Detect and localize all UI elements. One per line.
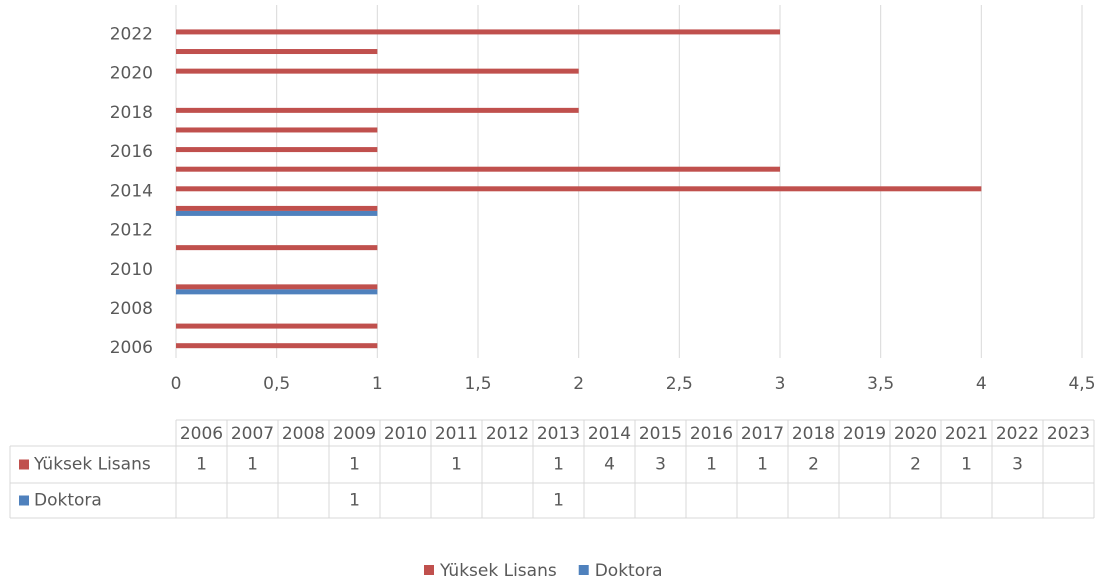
x-tick-label: 3,5	[867, 374, 894, 394]
x-tick-label: 1	[372, 374, 383, 394]
bar	[176, 205, 378, 211]
table-cell: 1	[553, 491, 564, 511]
bar	[176, 107, 579, 113]
table-row-label: Doktora	[34, 491, 102, 511]
x-tick-label: 0	[171, 374, 182, 394]
table-cell: 1	[706, 455, 717, 475]
table-cell: 1	[196, 455, 207, 475]
table-header: 2023	[1047, 424, 1090, 444]
bar	[176, 289, 378, 295]
bar	[176, 29, 780, 35]
bar	[176, 127, 378, 133]
bar	[176, 68, 579, 74]
table-cell: 1	[961, 455, 972, 475]
bar	[176, 49, 378, 55]
table-cell: 1	[553, 455, 564, 475]
table-cell: 1	[757, 455, 768, 475]
table-header: 2011	[435, 424, 478, 444]
bar	[176, 343, 378, 349]
bar	[176, 284, 378, 290]
table-cell: 1	[451, 455, 462, 475]
y-tick-label: 2020	[110, 64, 153, 84]
table-cell: 1	[349, 455, 360, 475]
legend-label: Doktora	[595, 561, 663, 581]
table-header: 2020	[894, 424, 937, 444]
table-header: 2006	[180, 424, 223, 444]
y-tick-label: 2012	[110, 221, 153, 241]
bar	[176, 323, 378, 329]
bar	[176, 186, 982, 192]
y-tick-label: 2022	[110, 24, 153, 44]
table-header: 2015	[639, 424, 682, 444]
table-cell: 2	[808, 455, 819, 475]
table-cell: 3	[1012, 455, 1023, 475]
table-header: 2018	[792, 424, 835, 444]
x-tick-label: 0,5	[263, 374, 290, 394]
table-header: 2012	[486, 424, 529, 444]
y-tick-label: 2010	[110, 260, 153, 280]
y-tick-label: 2018	[110, 103, 153, 123]
bar	[176, 166, 780, 172]
bar	[176, 147, 378, 153]
y-tick-label: 2008	[110, 299, 153, 319]
table-cell: 1	[247, 455, 258, 475]
legend-label: Yüksek Lisans	[439, 561, 557, 581]
x-tick-label: 3	[775, 374, 786, 394]
legend-key	[578, 565, 589, 575]
table-header: 2008	[282, 424, 325, 444]
x-tick-label: 4,5	[1068, 374, 1095, 394]
bar	[176, 210, 378, 216]
y-tick-label: 2014	[110, 181, 153, 201]
x-tick-label: 2,5	[666, 374, 693, 394]
table-cell: 1	[349, 491, 360, 511]
table-cell: 4	[604, 455, 615, 475]
table-header: 2010	[384, 424, 427, 444]
table-header: 2022	[996, 424, 1039, 444]
table-header: 2007	[231, 424, 274, 444]
table-row-label: Yüksek Lisans	[33, 455, 151, 475]
table-header: 2016	[690, 424, 733, 444]
table-header: 2009	[333, 424, 376, 444]
y-tick-label: 2006	[110, 338, 153, 358]
x-tick-label: 1,5	[464, 374, 491, 394]
table-cell: 3	[655, 455, 666, 475]
table-header: 2017	[741, 424, 784, 444]
bar	[176, 245, 378, 251]
table-header: 2019	[843, 424, 886, 444]
table-header: 2013	[537, 424, 580, 444]
table-header: 2021	[945, 424, 988, 444]
y-tick-label: 2016	[110, 142, 153, 162]
legend-key	[19, 459, 29, 470]
x-tick-label: 4	[976, 374, 987, 394]
legend-key	[19, 495, 29, 506]
table-cell: 2	[910, 455, 921, 475]
legend-key	[424, 565, 434, 575]
x-tick-label: 2	[573, 374, 584, 394]
table-header: 2014	[588, 424, 631, 444]
